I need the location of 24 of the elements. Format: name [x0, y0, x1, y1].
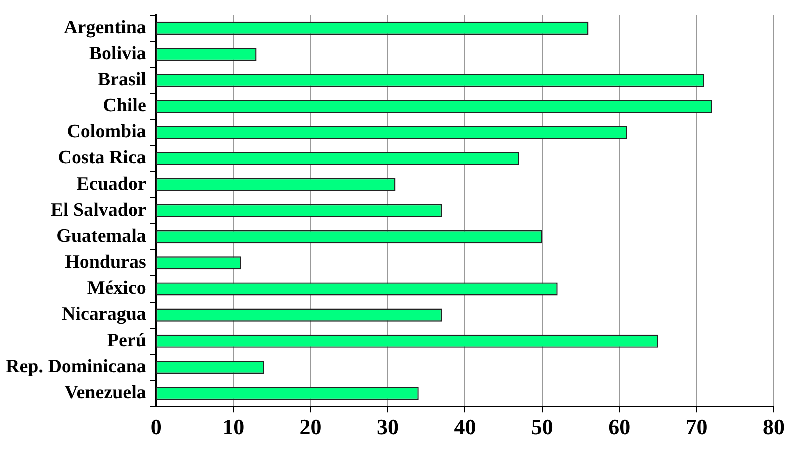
y-tick-label: Honduras	[65, 252, 146, 274]
y-tick-label: Colombia	[67, 122, 147, 143]
y-tick-label: Chile	[103, 96, 146, 117]
x-tick-label: 20	[300, 414, 322, 440]
x-tick-label: 0	[150, 414, 162, 440]
y-tick-label: Nicaragua	[62, 304, 147, 326]
x-tick-label: 60	[608, 414, 631, 440]
y-tick-label: Guatemala	[56, 226, 147, 247]
y-tick-label: Venezuela	[64, 382, 147, 404]
y-tick-label: Ecuador	[76, 174, 147, 195]
y-tick-label: Rep. Dominicana	[6, 356, 147, 378]
x-tick-label: 70	[686, 414, 708, 440]
y-tick-label: México	[87, 278, 146, 300]
y-tick-label: Brasil	[98, 70, 146, 91]
x-tick-label: 40	[454, 414, 476, 440]
x-tick-label: 10	[222, 414, 245, 440]
y-tick-label: Argentina	[64, 17, 147, 38]
y-tick-label: Bolivia	[89, 43, 147, 64]
x-tick-label: 30	[376, 414, 399, 440]
y-tick-label: Costa Rica	[58, 148, 147, 169]
y-tick-label: Perú	[107, 330, 147, 352]
x-tick-label: 50	[531, 414, 554, 440]
y-tick-label: El Salvador	[50, 200, 147, 221]
x-tick-label: 80	[763, 414, 785, 440]
